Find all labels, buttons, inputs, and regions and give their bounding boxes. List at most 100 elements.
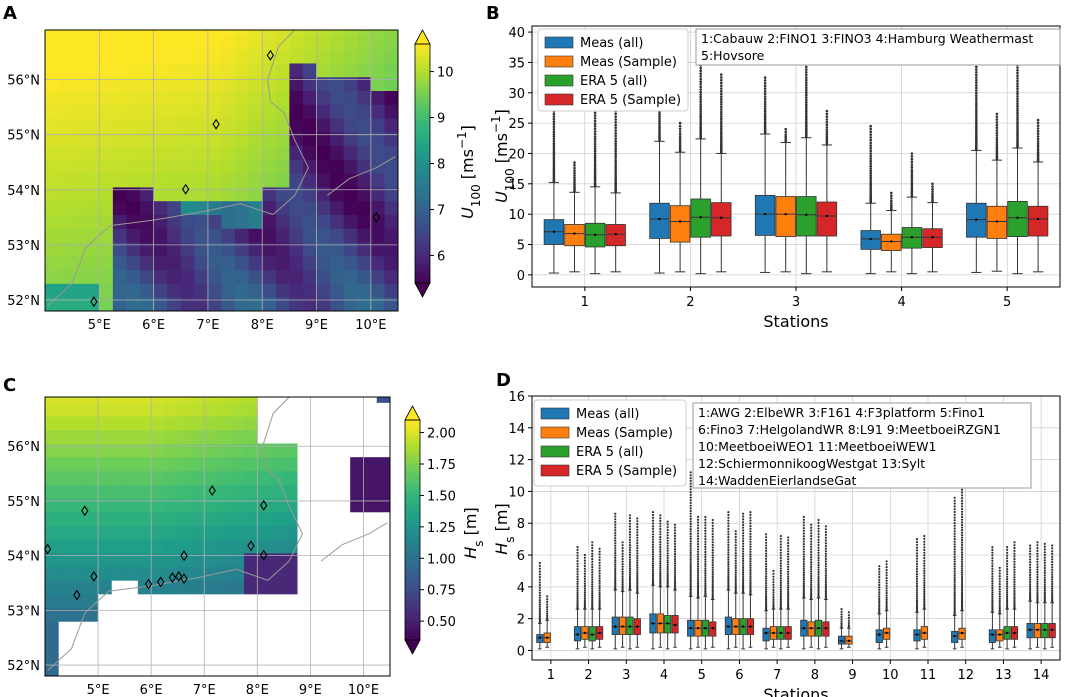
heatmap-cell — [112, 173, 127, 188]
heatmap-cell — [124, 511, 139, 526]
flier-point — [689, 537, 692, 541]
flier-point — [1013, 599, 1016, 603]
flier-point — [1043, 556, 1046, 559]
mean-marker — [678, 220, 682, 223]
heatmap-cell — [99, 200, 114, 215]
flier-point — [763, 120, 767, 124]
flier-point — [704, 550, 707, 554]
heatmap-cell — [140, 228, 155, 243]
heatmap-cell — [230, 416, 245, 431]
flier-point — [719, 126, 723, 130]
heatmap-cell — [384, 49, 399, 64]
box-era_sample — [633, 517, 641, 648]
flier-point — [734, 587, 737, 590]
flier-point — [666, 570, 669, 573]
flier-point — [817, 581, 820, 584]
flier-point — [802, 585, 805, 589]
flier-point — [817, 530, 820, 533]
flier-point — [1006, 562, 1009, 565]
flier-point — [1051, 576, 1054, 579]
heatmap-cell — [248, 104, 263, 119]
flier-point — [953, 567, 956, 570]
flier-point — [1043, 583, 1046, 586]
flier-point — [810, 568, 813, 571]
flier-point — [923, 534, 926, 538]
flier-point — [666, 565, 669, 569]
box-meas_all — [543, 85, 565, 274]
flier-point — [998, 575, 1001, 578]
flier-point — [1043, 589, 1046, 592]
flier-point — [696, 562, 700, 566]
heatmap-cell — [98, 402, 112, 417]
flier-point — [1036, 135, 1040, 138]
colorbar-segment — [415, 115, 430, 121]
colorbar-segment — [415, 143, 430, 149]
heatmap-cell — [370, 297, 385, 312]
flier-point — [923, 588, 926, 591]
heatmap-cell — [164, 402, 179, 417]
flier-point — [621, 585, 624, 588]
heatmap-cell — [84, 580, 99, 595]
flier-point — [910, 168, 914, 171]
colorbar-extend-top — [414, 29, 431, 45]
flier-point — [802, 555, 805, 558]
y-tick-label: 5 — [517, 239, 525, 254]
flier-point — [1043, 559, 1046, 562]
flier-point — [817, 583, 820, 586]
box-era_all — [588, 541, 596, 650]
map-c: 5°E 6°E 7°E 8°E 9°E 10°E52°N53°N54°N55°N56°N0… — [7, 396, 486, 697]
flier-point — [763, 87, 767, 90]
heatmap-cell — [248, 30, 263, 36]
flier-point — [699, 85, 702, 89]
heatmap-cell — [289, 104, 304, 119]
flier-point — [696, 518, 700, 521]
flier-point — [960, 543, 964, 547]
heatmap-cell — [376, 457, 391, 472]
flier-point — [699, 90, 702, 94]
heatmap-cell — [45, 566, 59, 581]
flier-point — [1036, 121, 1040, 125]
mean-marker — [840, 639, 843, 643]
flier-point — [576, 587, 579, 590]
heatmap-cell — [257, 539, 271, 554]
heatmap-cell — [316, 297, 331, 312]
flier-point — [1051, 568, 1054, 571]
flier-point — [1016, 97, 1019, 101]
heatmap-cell — [384, 228, 399, 243]
heatmap-cell — [270, 539, 285, 554]
box-era_sample — [1010, 541, 1019, 648]
flier-point — [689, 562, 692, 566]
heatmap-cell — [164, 484, 179, 499]
flier-point — [975, 106, 978, 109]
box-era_all — [777, 534, 785, 650]
flier-point — [593, 167, 597, 170]
heatmap-cell — [330, 90, 345, 105]
flier-point — [576, 562, 579, 565]
flier-point — [1036, 142, 1040, 146]
flier-point — [689, 585, 692, 588]
flier-point — [991, 582, 994, 585]
heatmap-cell — [45, 35, 59, 50]
flier-point — [869, 152, 873, 155]
flier-point — [817, 587, 820, 590]
mean-marker — [923, 631, 926, 635]
flier-point — [991, 589, 994, 592]
flier-point — [538, 596, 541, 599]
flier-point — [598, 582, 601, 585]
heatmap-cell — [194, 255, 209, 271]
heatmap-cell — [164, 511, 179, 526]
box-meas_sample — [581, 553, 589, 648]
flier-point — [910, 157, 914, 161]
heatmap-cell — [72, 187, 87, 202]
flier-point — [802, 569, 805, 572]
flier-point — [666, 552, 669, 555]
heatmap-cell — [180, 297, 195, 312]
flier-point — [840, 613, 843, 616]
flier-point — [779, 577, 782, 580]
flier-point — [824, 567, 827, 570]
flier-point — [1006, 591, 1009, 594]
flier-point — [787, 544, 790, 548]
flier-point — [689, 569, 692, 572]
box-era_sample — [605, 109, 626, 273]
flier-point — [1036, 560, 1039, 563]
